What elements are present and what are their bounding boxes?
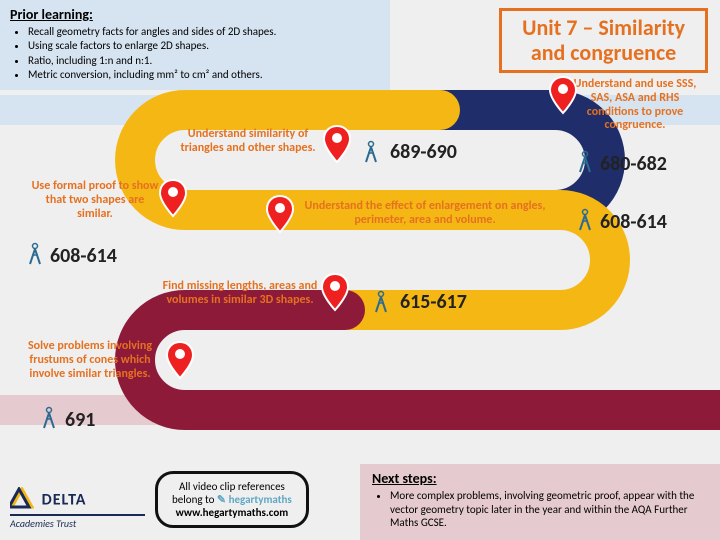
ref-url: www.hegartymaths.com <box>172 506 292 519</box>
ref-line2a: belong to <box>172 493 217 506</box>
map-pin-icon <box>165 340 195 380</box>
reference-box: All video clip references belong to ✎ he… <box>155 471 309 528</box>
compass-icon <box>576 208 594 232</box>
compass-icon <box>576 150 594 174</box>
map-pin-icon <box>322 124 352 164</box>
map-pin-icon <box>548 75 578 115</box>
compass-icon <box>26 242 44 266</box>
prior-item: Ratio, including 1:n and n:1. <box>28 54 380 68</box>
unit-title-box: Unit 7 – Similarity and congruence <box>499 8 708 73</box>
clip-code: 615-617 <box>400 290 467 314</box>
prior-item: Recall geometry facts for angles and sid… <box>28 25 380 39</box>
logo-bottom: Academies Trust <box>10 514 145 530</box>
hegarty-logo-text: ✎ hegartymaths <box>217 493 292 506</box>
objective-text: Find missing lengths, areas and volumes … <box>150 280 330 308</box>
next-list: More complex problems, involving geometr… <box>372 489 708 530</box>
map-pin-icon <box>158 178 188 218</box>
prior-learning-box: Prior learning: Recall geometry facts fo… <box>0 0 390 90</box>
clip-code: 689-690 <box>390 140 457 164</box>
clip-code: 608-614 <box>50 244 117 268</box>
objective-text: Solve problems involving frustums of con… <box>20 340 160 381</box>
prior-item: Metric conversion, including mm² to cm² … <box>28 68 380 82</box>
next-item: More complex problems, involving geometr… <box>390 489 708 530</box>
next-steps-box: Next steps: More complex problems, invol… <box>360 464 720 540</box>
map-pin-icon <box>265 194 295 234</box>
delta-triangle-icon <box>10 487 34 514</box>
delta-logo: DELTA Academies Trust <box>10 487 145 530</box>
prior-heading: Prior learning: <box>10 6 380 23</box>
clip-code: 608-614 <box>600 210 667 234</box>
title-line2: and congruence <box>522 40 685 65</box>
clip-code: 691 <box>65 408 95 432</box>
map-pin-icon <box>320 272 350 312</box>
objective-text: Understand similarity of triangles and o… <box>168 128 328 156</box>
objective-text: Understand the effect of enlargement on … <box>290 200 560 228</box>
logo-top: DELTA <box>42 490 87 509</box>
ref-line1: All video clip references <box>172 480 292 493</box>
next-heading: Next steps: <box>372 470 708 487</box>
compass-icon <box>40 406 58 430</box>
objective-text: Understand and use SSS, SAS, ASA and RHS… <box>565 78 705 133</box>
compass-icon <box>362 140 380 164</box>
prior-item: Using scale factors to enlarge 2D shapes… <box>28 39 380 53</box>
clip-code: 680-682 <box>600 152 667 176</box>
objective-text: Use formal proof to show that two shapes… <box>30 180 160 221</box>
title-line1: Unit 7 – Similarity <box>522 15 685 40</box>
compass-icon <box>372 290 390 314</box>
prior-list: Recall geometry facts for angles and sid… <box>10 25 380 82</box>
